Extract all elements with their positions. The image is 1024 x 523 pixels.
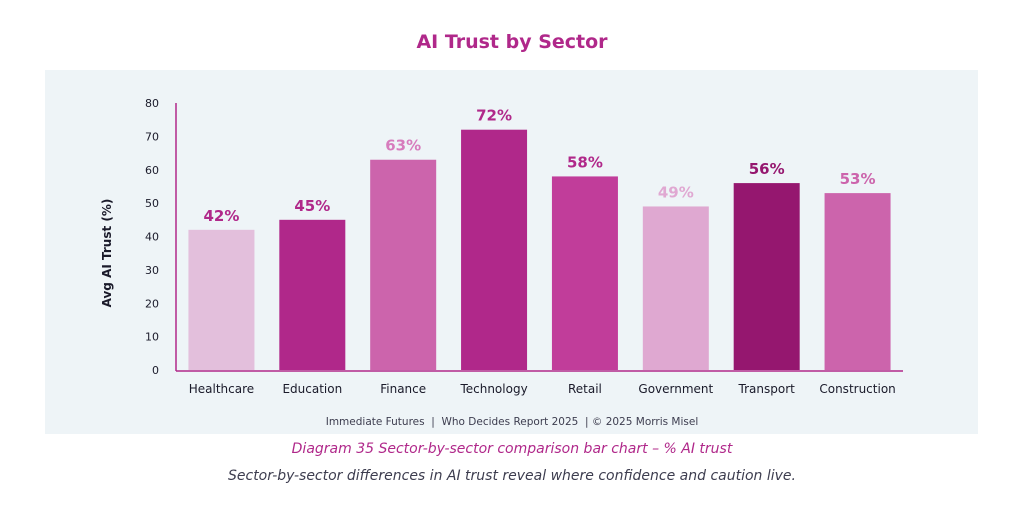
y-tick-label: 0 xyxy=(152,364,159,377)
x-tick-label: Construction xyxy=(819,382,895,396)
x-tick-label: Finance xyxy=(380,382,426,396)
bar xyxy=(370,159,437,370)
figure-caption: Diagram 35 Sector-by-sector comparison b… xyxy=(291,441,733,457)
x-tick-label: Government xyxy=(638,382,713,396)
data-label: 45% xyxy=(294,197,330,215)
data-label: 53% xyxy=(840,170,876,188)
y-tick-label: 20 xyxy=(145,297,159,310)
bar xyxy=(642,206,709,370)
bar xyxy=(733,183,800,370)
x-tick-label: Healthcare xyxy=(189,382,254,396)
y-tick-label: 70 xyxy=(145,130,159,143)
bar xyxy=(461,129,528,370)
figure-subcaption: Sector-by-sector differences in AI trust… xyxy=(228,468,796,484)
x-tick-label: Retail xyxy=(568,382,602,396)
x-tick-label: Technology xyxy=(459,382,527,396)
bar xyxy=(188,229,255,370)
data-label: 49% xyxy=(658,183,694,201)
chart-footer: Immediate Futures | Who Decides Report 2… xyxy=(326,416,699,428)
data-label: 63% xyxy=(385,137,421,155)
data-label: 72% xyxy=(476,107,512,125)
y-tick-label: 50 xyxy=(145,197,159,210)
y-tick-label: 60 xyxy=(145,164,159,177)
y-tick-label: 30 xyxy=(145,264,159,277)
x-tick-label: Transport xyxy=(738,382,796,396)
chart-title: AI Trust by Sector xyxy=(416,31,608,53)
bar xyxy=(824,193,891,370)
bar xyxy=(279,219,346,370)
bar xyxy=(551,176,618,370)
data-label: 58% xyxy=(567,153,603,171)
y-axis-label: Avg AI Trust (%) xyxy=(100,199,114,308)
y-tick-label: 80 xyxy=(145,97,159,110)
bar-chart: Avg AI Trust (%) 0 10 20 30 40 50 60 70 80 42% He… xyxy=(100,97,903,428)
data-label: 42% xyxy=(203,207,239,225)
x-tick-label: Education xyxy=(282,382,342,396)
y-tick-label: 40 xyxy=(145,231,159,244)
data-label: 56% xyxy=(749,160,785,178)
y-tick-label: 10 xyxy=(145,331,159,344)
